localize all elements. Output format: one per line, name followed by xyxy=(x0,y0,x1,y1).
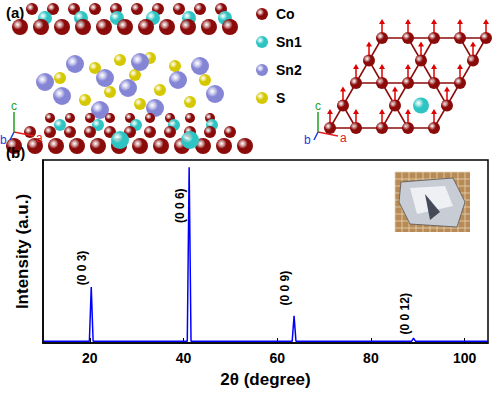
svg-text:Co: Co xyxy=(276,6,295,22)
svg-text:a: a xyxy=(36,131,43,145)
svg-text:60: 60 xyxy=(269,350,285,366)
svg-text:c: c xyxy=(315,99,321,113)
svg-text:S: S xyxy=(276,90,285,106)
svg-text:b: b xyxy=(304,133,311,147)
svg-text:100: 100 xyxy=(453,350,477,366)
svg-text:b: b xyxy=(0,133,7,147)
svg-text:2θ (degree): 2θ (degree) xyxy=(220,370,310,389)
svg-text:a: a xyxy=(340,131,347,145)
svg-text:c: c xyxy=(11,99,17,113)
svg-text:40: 40 xyxy=(176,350,192,366)
svg-text:Sn2: Sn2 xyxy=(276,62,302,78)
svg-text:80: 80 xyxy=(363,350,379,366)
svg-text:(b): (b) xyxy=(6,144,25,161)
svg-text:20: 20 xyxy=(82,350,98,366)
svg-text:Sn1: Sn1 xyxy=(276,34,302,50)
svg-text:(a): (a) xyxy=(6,4,24,21)
svg-text:(0 0 9): (0 0 9) xyxy=(278,271,292,306)
svg-text:(0 0 3): (0 0 3) xyxy=(75,251,89,286)
svg-text:(0 0 6): (0 0 6) xyxy=(173,188,187,223)
svg-text:(0 0 12): (0 0 12) xyxy=(398,293,412,334)
svg-text:Intensity (a.u.): Intensity (a.u.) xyxy=(13,194,32,309)
